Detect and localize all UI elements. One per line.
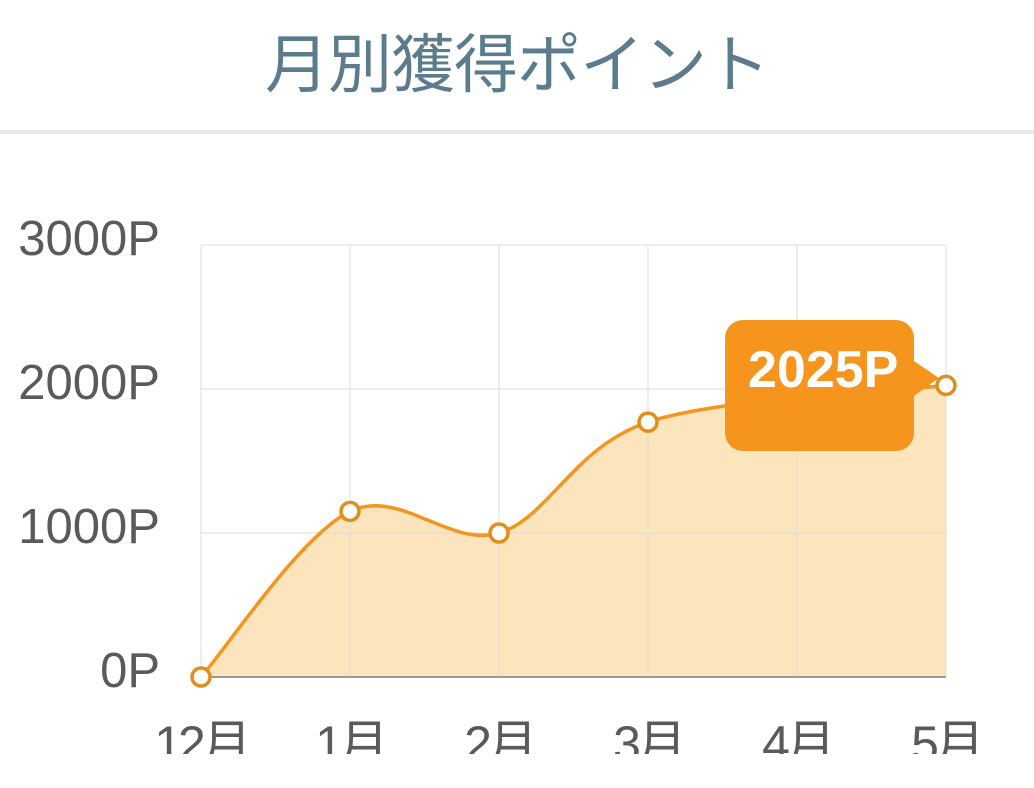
svg-text:2025P: 2025P bbox=[748, 341, 898, 399]
svg-text:5月: 5月 bbox=[911, 716, 981, 754]
svg-text:12月: 12月 bbox=[154, 716, 248, 754]
svg-text:1月: 1月 bbox=[315, 716, 385, 754]
svg-text:3月: 3月 bbox=[613, 716, 683, 754]
svg-text:0P: 0P bbox=[100, 644, 160, 698]
svg-text:2000P: 2000P bbox=[18, 356, 160, 410]
svg-text:3000P: 3000P bbox=[18, 212, 160, 266]
svg-text:1000P: 1000P bbox=[18, 500, 160, 554]
svg-text:4月: 4月 bbox=[762, 716, 832, 754]
svg-text:2月: 2月 bbox=[464, 716, 534, 754]
